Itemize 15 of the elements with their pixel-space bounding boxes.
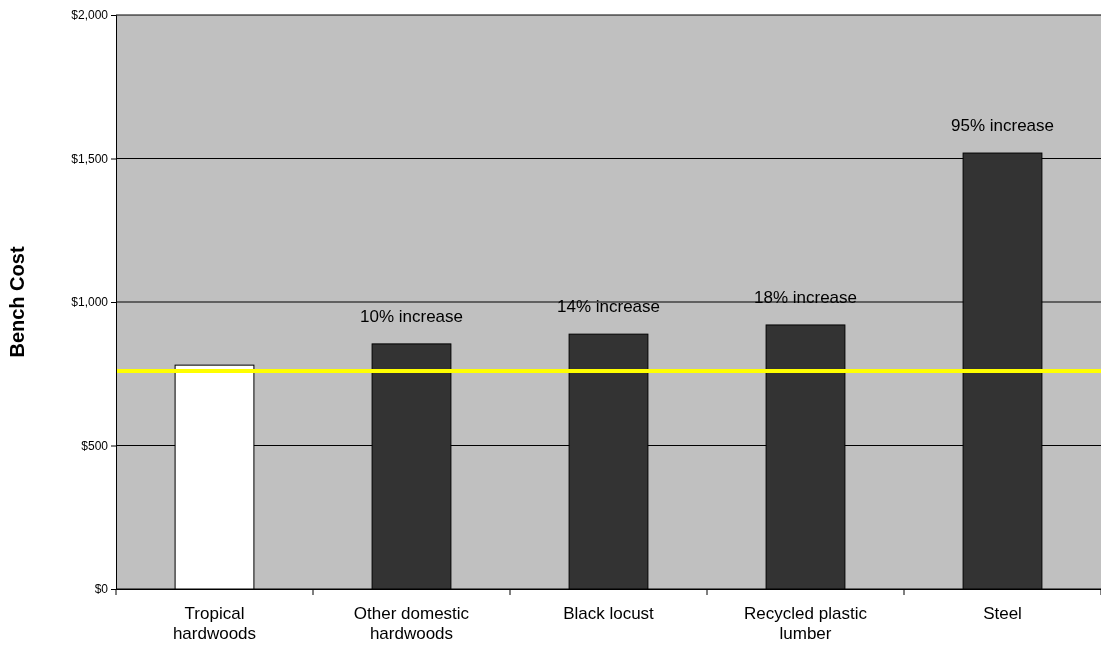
x-tick-label: Black locust xyxy=(563,604,655,623)
y-tick-label: $1,000 xyxy=(71,295,109,310)
y-tick-label: $0 xyxy=(94,582,109,597)
y-axis-title: Bench Cost xyxy=(6,246,28,358)
annotation: 14% increase xyxy=(556,297,661,317)
y-tick-label: $2,000 xyxy=(71,8,109,23)
annotation: 18% increase xyxy=(753,287,858,307)
annotation: 95% increase xyxy=(950,116,1055,136)
x-tick-label: Other domestic hardwoods xyxy=(353,604,470,643)
x-tick-label: Tropical hardwoods xyxy=(172,604,257,643)
y-tick-label: $500 xyxy=(81,438,109,453)
x-tick-label: Recycled plastic lumber xyxy=(744,604,868,643)
y-tick-label: $1,500 xyxy=(71,151,109,166)
annotation: 10% increase xyxy=(359,306,464,326)
x-tick-label: Steel xyxy=(983,604,1022,623)
